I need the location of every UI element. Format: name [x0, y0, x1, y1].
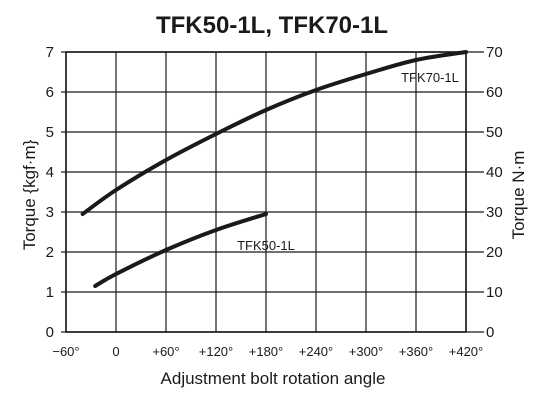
y2-tick-label-6: 60: [486, 84, 503, 101]
x-tick-label-3: +120°: [199, 344, 233, 359]
y-axis-label: Torque {kgf·m}: [20, 139, 39, 250]
x-tick-label-6: +300°: [349, 344, 383, 359]
y2-axis-label: Torque N·m: [509, 151, 528, 240]
x-tick-label-4: +180°: [249, 344, 283, 359]
data-point-TFK70-1L-7: [415, 59, 417, 61]
y2-tick-label-4: 40: [486, 164, 503, 181]
y-tick-label-6: 6: [46, 84, 54, 101]
y2-tick-label-1: 10: [486, 284, 503, 301]
data-point-TFK50-1L-1: [115, 273, 117, 275]
y-tick-label-4: 4: [46, 164, 54, 181]
data-point-TFK50-1L-0: [94, 285, 96, 287]
chart-grid: [61, 51, 467, 333]
right-axis-ticks: [466, 51, 484, 333]
x-tick-labels: −60° 0 +60° +120° +180° +240° +300° +360° +420°: [52, 344, 483, 359]
y2-tick-label-3: 30: [486, 204, 503, 221]
y-tick-label-0: 0: [46, 324, 54, 341]
y2-tick-label-7: 70: [486, 44, 503, 61]
y-tick-label-5: 5: [46, 124, 54, 141]
x-tick-label-7: +360°: [399, 344, 433, 359]
x-axis-label: Adjustment bolt rotation angle: [161, 369, 386, 388]
x-tick-label-5: +240°: [299, 344, 333, 359]
data-point-TFK70-1L-1: [115, 189, 117, 191]
data-point-TFK70-1L-8: [465, 51, 467, 53]
data-point-TFK50-1L-2: [165, 249, 167, 251]
y2-tick-label-0: 0: [486, 324, 494, 341]
data-point-TFK70-1L-6: [365, 73, 367, 75]
y2-tick-label-5: 50: [486, 124, 503, 141]
data-point-TFK50-1L-4: [265, 213, 267, 215]
x-tick-label-0: −60°: [52, 344, 79, 359]
y-tick-label-7: 7: [46, 44, 54, 61]
x-tick-label-1: 0: [112, 344, 119, 359]
series-labels: TFK70-1L TFK50-1L: [237, 70, 459, 253]
y-tick-label-1: 1: [46, 284, 54, 301]
series-label-TFK70-1L: TFK70-1L: [401, 70, 459, 85]
y-tick-label-3: 3: [46, 204, 54, 221]
series-lines: [80, 50, 468, 288]
x-tick-label-8: +420°: [449, 344, 483, 359]
data-point-TFK70-1L-0: [81, 213, 84, 215]
series-label-TFK50-1L: TFK50-1L: [237, 238, 295, 253]
y-tick-label-2: 2: [46, 244, 54, 261]
x-tick-label-2: +60°: [152, 344, 179, 359]
y-tick-labels: 0 1 2 3 4 5 6 7: [46, 44, 54, 341]
y2-tick-labels: 0 10 20 30 40 50 60 70: [486, 44, 503, 341]
chart-title: TFK50-1L, TFK70-1L: [156, 12, 388, 39]
data-point-TFK70-1L-5: [315, 89, 317, 91]
data-point-TFK70-1L-4: [265, 109, 267, 111]
data-point-TFK70-1L-3: [215, 133, 217, 135]
data-point-TFK70-1L-2: [165, 159, 167, 161]
data-point-TFK50-1L-3: [215, 229, 217, 231]
y2-tick-label-2: 20: [486, 244, 503, 261]
